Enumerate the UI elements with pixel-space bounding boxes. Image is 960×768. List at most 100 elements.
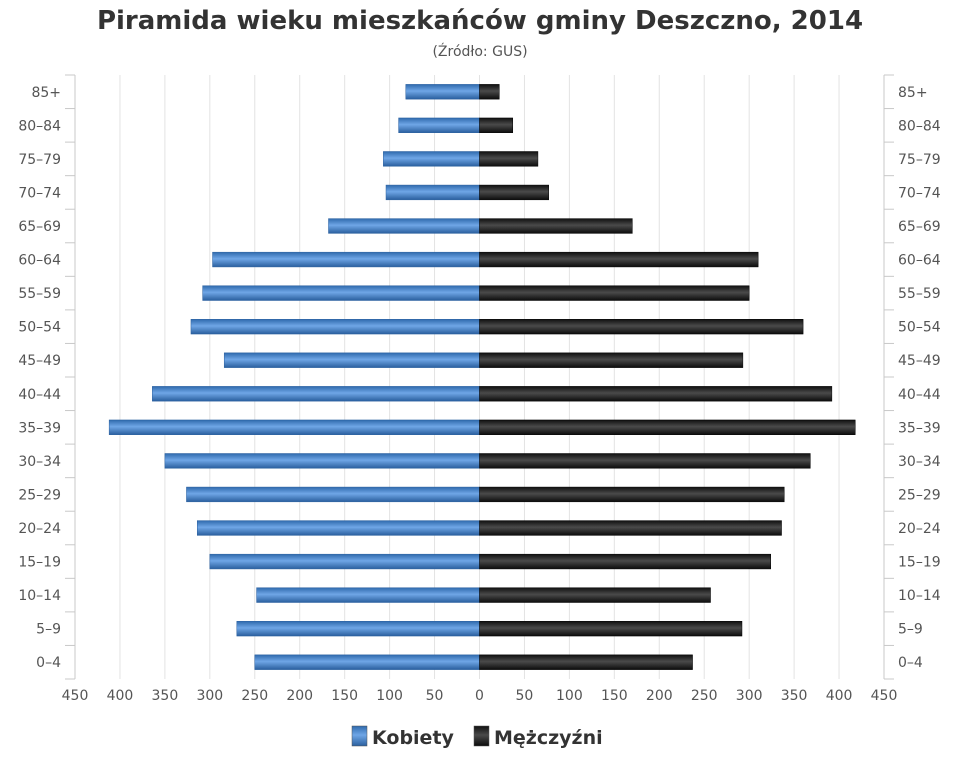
category-label-left: 55–59 bbox=[18, 286, 61, 302]
bar-mezczyzni bbox=[479, 553, 771, 570]
category-label-left: 15–19 bbox=[18, 555, 61, 571]
category-label-left: 75–79 bbox=[18, 152, 61, 168]
bar-mezczyzni bbox=[479, 285, 750, 301]
category-label-left: 25–29 bbox=[18, 487, 61, 503]
bar-kobiety bbox=[196, 520, 480, 536]
category-label-left: 85+ bbox=[31, 85, 61, 101]
category-label-left: 70–74 bbox=[18, 185, 61, 201]
category-label-right: 45–49 bbox=[898, 353, 941, 369]
category-label-right: 5–9 bbox=[898, 622, 923, 638]
legend-kobiety-label: Kobiety bbox=[372, 727, 455, 749]
bar-kobiety bbox=[108, 419, 480, 435]
bar-kobiety bbox=[186, 486, 480, 503]
x-tick-label: 350 bbox=[152, 688, 179, 704]
legend-mezczyzni-swatch bbox=[473, 725, 490, 747]
bar-kobiety bbox=[405, 84, 480, 100]
legend-kobiety-swatch bbox=[351, 725, 368, 747]
category-label-right: 0–4 bbox=[898, 655, 923, 671]
bar-kobiety bbox=[190, 319, 480, 335]
category-label-left: 40–44 bbox=[18, 387, 61, 403]
x-tick-label: 250 bbox=[241, 688, 268, 704]
category-label-right: 50–54 bbox=[898, 320, 941, 336]
bar-kobiety bbox=[202, 285, 480, 301]
category-label-right: 20–24 bbox=[898, 521, 941, 537]
x-tick-label: 300 bbox=[736, 688, 763, 704]
category-label-left: 60–64 bbox=[18, 253, 61, 269]
category-label-left: 50–54 bbox=[18, 320, 61, 336]
category-label-right: 35–39 bbox=[898, 420, 941, 436]
category-label-left: 45–49 bbox=[18, 353, 61, 369]
category-label-right: 65–69 bbox=[898, 219, 941, 235]
chart-title: Piramida wieku mieszkańców gminy Deszczn… bbox=[96, 6, 864, 36]
category-label-left: 30–34 bbox=[18, 454, 61, 470]
category-label-right: 80–84 bbox=[898, 118, 941, 134]
bar-mezczyzni bbox=[479, 419, 856, 435]
category-label-right: 15–19 bbox=[898, 555, 941, 571]
category-label-right: 70–74 bbox=[898, 185, 941, 201]
x-tick-label: 200 bbox=[646, 688, 673, 704]
x-tick-label: 0 bbox=[475, 688, 484, 704]
category-label-left: 5–9 bbox=[36, 622, 61, 638]
bar-kobiety bbox=[209, 553, 480, 570]
bar-mezczyzni bbox=[479, 587, 711, 603]
bar-kobiety bbox=[256, 587, 480, 603]
x-tick-label: 450 bbox=[871, 688, 898, 704]
category-label-right: 60–64 bbox=[898, 253, 941, 269]
bar-mezczyzni bbox=[479, 386, 833, 402]
bar-mezczyzni bbox=[479, 251, 759, 268]
bar-mezczyzni bbox=[479, 84, 500, 100]
category-label-right: 85+ bbox=[898, 85, 928, 101]
category-label-left: 65–69 bbox=[18, 219, 61, 235]
category-label-left: 20–24 bbox=[18, 521, 61, 537]
bar-kobiety bbox=[398, 117, 480, 133]
bar-kobiety bbox=[254, 654, 480, 670]
bar-mezczyzni bbox=[479, 654, 693, 670]
bar-mezczyzni bbox=[479, 453, 811, 469]
bar-mezczyzni bbox=[479, 319, 804, 335]
bar-kobiety bbox=[236, 621, 480, 637]
category-label-right: 10–14 bbox=[898, 588, 941, 604]
bar-kobiety bbox=[212, 251, 480, 268]
x-tick-label: 150 bbox=[331, 688, 358, 704]
bar-mezczyzni bbox=[479, 520, 782, 536]
category-label-left: 35–39 bbox=[18, 420, 61, 436]
x-tick-label: 400 bbox=[826, 688, 853, 704]
x-tick-label: 200 bbox=[286, 688, 313, 704]
bar-mezczyzni bbox=[479, 184, 549, 201]
legend-kobiety[interactable]: Kobiety bbox=[351, 725, 455, 749]
category-label-left: 0–4 bbox=[36, 655, 61, 671]
bar-mezczyzni bbox=[479, 352, 744, 368]
x-tick-label: 50 bbox=[426, 688, 444, 704]
x-tick-label: 400 bbox=[107, 688, 134, 704]
bar-mezczyzni bbox=[479, 218, 633, 234]
x-tick-label: 450 bbox=[62, 688, 89, 704]
category-label-right: 30–34 bbox=[898, 454, 941, 470]
bar-kobiety bbox=[385, 184, 480, 201]
bar-mezczyzni bbox=[479, 486, 785, 503]
category-label-right: 55–59 bbox=[898, 286, 941, 302]
bar-mezczyzni bbox=[479, 151, 539, 167]
chart-subtitle: (Źródło: GUS) bbox=[432, 44, 528, 60]
x-tick-label: 100 bbox=[376, 688, 403, 704]
bar-kobiety bbox=[383, 151, 480, 167]
x-tick-label: 50 bbox=[516, 688, 534, 704]
x-tick-label: 350 bbox=[781, 688, 808, 704]
bar-kobiety bbox=[164, 453, 480, 469]
x-tick-label: 300 bbox=[196, 688, 223, 704]
bar-mezczyzni bbox=[479, 117, 514, 133]
legend-mezczyzni-label: Mężczyźni bbox=[494, 727, 603, 749]
bar-mezczyzni bbox=[479, 621, 743, 637]
category-label-left: 10–14 bbox=[18, 588, 61, 604]
legend-mezczyzni[interactable]: Mężczyźni bbox=[473, 725, 603, 749]
x-tick-label: 150 bbox=[601, 688, 628, 704]
bar-kobiety bbox=[152, 386, 480, 402]
x-tick-label: 100 bbox=[556, 688, 583, 704]
category-label-right: 75–79 bbox=[898, 152, 941, 168]
category-label-right: 40–44 bbox=[898, 387, 941, 403]
category-label-left: 80–84 bbox=[18, 118, 61, 134]
bar-kobiety bbox=[223, 352, 480, 368]
bar-kobiety bbox=[328, 218, 480, 234]
x-tick-label: 250 bbox=[691, 688, 718, 704]
